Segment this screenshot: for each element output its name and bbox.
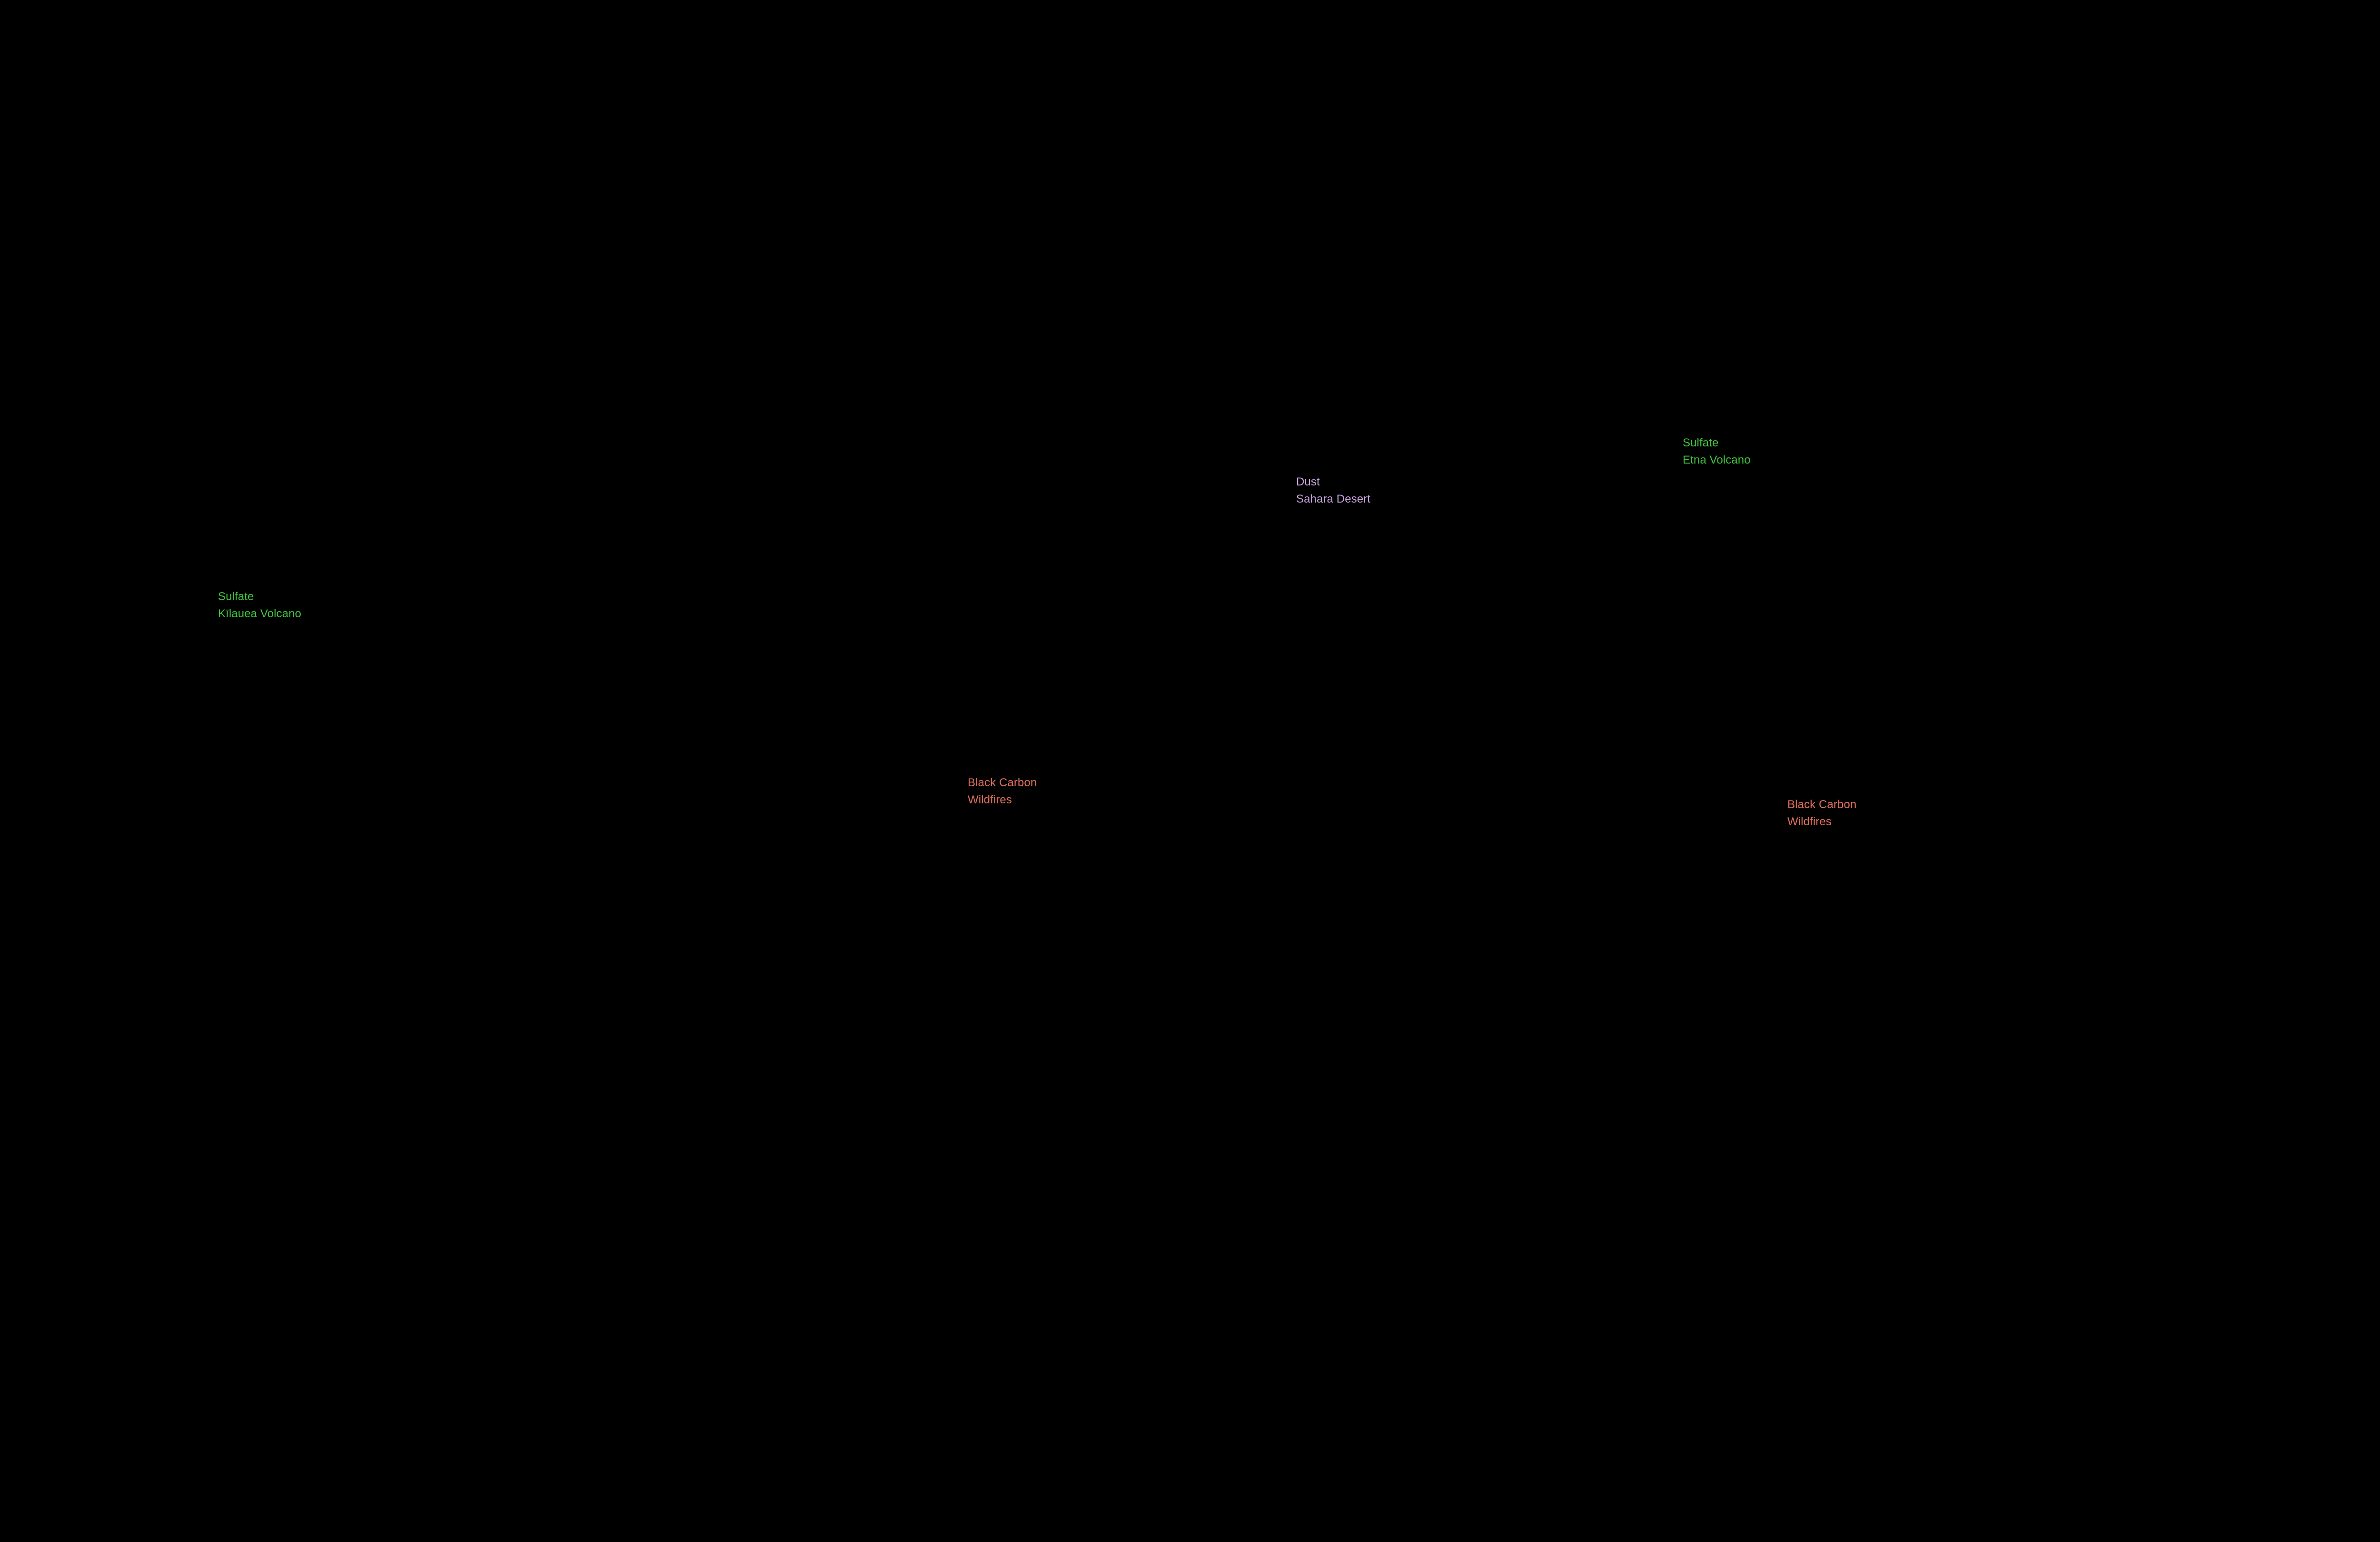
annotation-source-label: Etna Volcano bbox=[1683, 454, 1751, 466]
annotation-black-carbon-wildfires-left: Black Carbon Wildfires bbox=[968, 774, 1037, 809]
annotation-source-label: Wildfires bbox=[1787, 815, 1832, 828]
annotation-dust-sahara: Dust Sahara Desert bbox=[1296, 474, 1370, 508]
annotation-black-carbon-wildfires-right: Black Carbon Wildfires bbox=[1787, 796, 1856, 830]
annotation-species-label: Black Carbon bbox=[1787, 798, 1857, 811]
annotation-species-label: Dust bbox=[1296, 475, 1320, 488]
annotation-source-label: Sahara Desert bbox=[1296, 493, 1371, 505]
annotation-source-label: Kīlauea Volcano bbox=[218, 607, 301, 620]
annotation-sulfate-kilauea: Sulfate Kīlauea Volcano bbox=[218, 588, 301, 623]
annotation-species-label: Black Carbon bbox=[968, 776, 1037, 789]
annotation-species-label: Sulfate bbox=[1683, 436, 1719, 449]
annotation-source-label: Wildfires bbox=[968, 793, 1012, 806]
annotation-species-label: Sulfate bbox=[218, 590, 254, 603]
annotation-sulfate-etna: Sulfate Etna Volcano bbox=[1683, 435, 1751, 469]
